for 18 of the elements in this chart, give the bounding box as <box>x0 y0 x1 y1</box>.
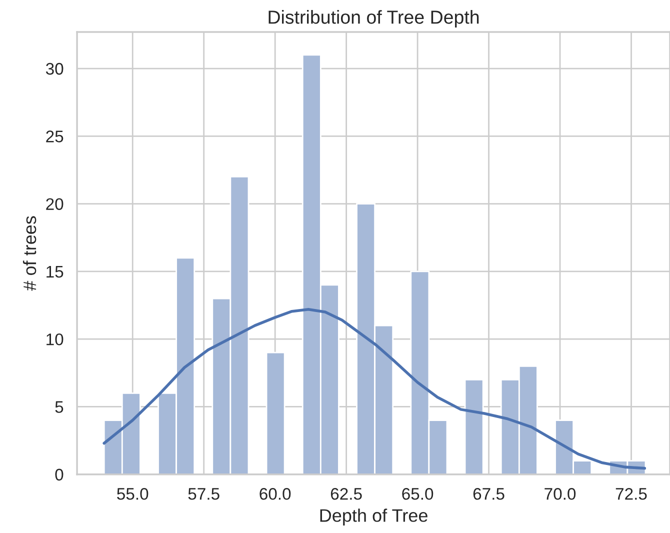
x-axis-title: Depth of Tree <box>320 508 428 526</box>
y-axis-title: # of trees <box>22 216 36 291</box>
y-tick-label: 5 <box>55 401 64 413</box>
y-tick-label: 20 <box>46 198 64 210</box>
x-tick-label: 70.0 <box>544 488 576 500</box>
x-tick-label: 57.5 <box>188 488 220 500</box>
x-tick-label: 62.5 <box>330 488 362 500</box>
x-tick-label: 72.5 <box>616 488 647 500</box>
y-tick-label: 0 <box>55 468 64 481</box>
y-tick-label: 30 <box>46 62 64 75</box>
x-tick-label: 60.0 <box>260 488 291 500</box>
x-tick-label: 65.0 <box>402 488 434 500</box>
x-tick-label: 55.0 <box>117 488 148 500</box>
y-tick-label: 15 <box>46 266 64 278</box>
y-tick-label: 10 <box>46 333 64 346</box>
chart-title: Distribution of Tree Depth <box>268 10 479 28</box>
y-tick-label: 25 <box>46 130 64 142</box>
x-tick-label: 67.5 <box>473 488 504 500</box>
